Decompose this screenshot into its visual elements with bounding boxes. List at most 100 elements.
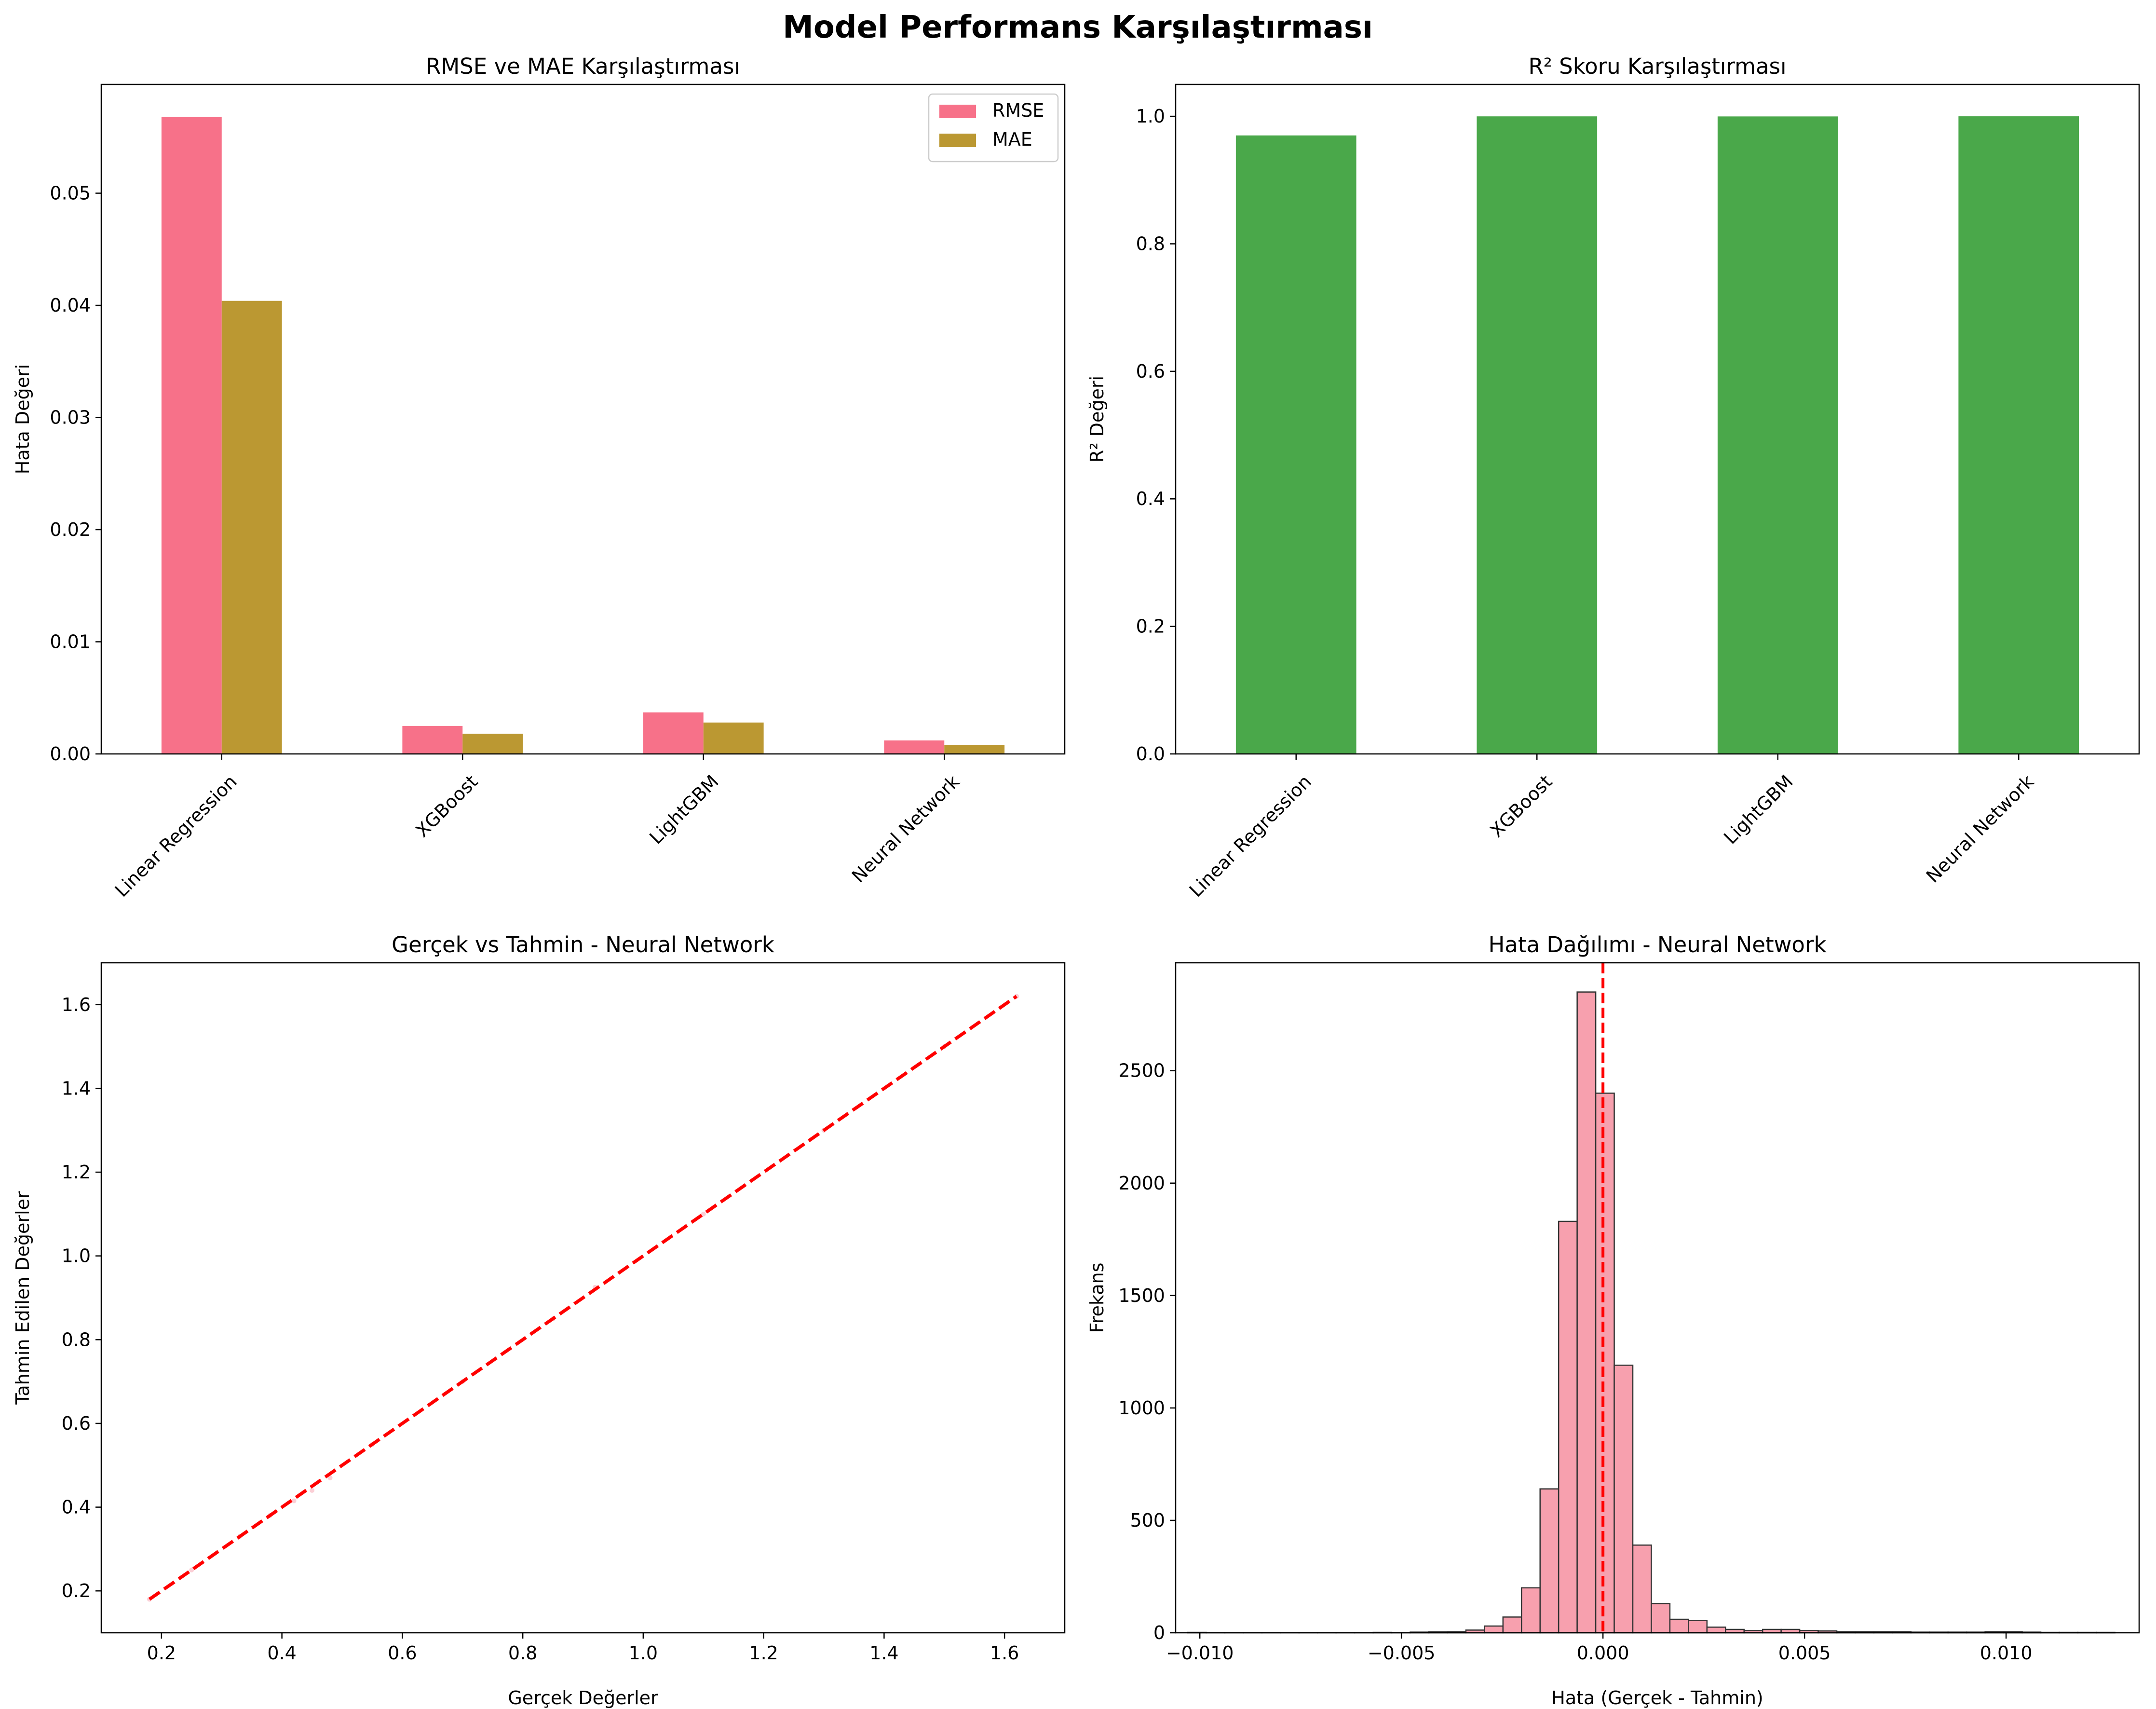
x-tick-label: Linear Regression bbox=[1185, 771, 1315, 901]
y-tick-label: 0.0 bbox=[1136, 743, 1165, 765]
y-tick-label: 1000 bbox=[1118, 1397, 1165, 1419]
x-tick-label: −0.010 bbox=[1166, 1642, 1234, 1664]
x-tick-label: 0.6 bbox=[388, 1642, 417, 1664]
subplot-title: R² Skoru Karşılaştırması bbox=[1529, 54, 1787, 79]
y-tick-label: 0.4 bbox=[62, 1497, 91, 1518]
bar-rmse-0 bbox=[161, 117, 222, 754]
bar-r2-2 bbox=[1717, 116, 1838, 754]
y-tick-label: 1.6 bbox=[62, 994, 91, 1015]
figure-suptitle: Model Performans Karşılaştırması bbox=[783, 10, 1373, 45]
x-tick-label: 0.010 bbox=[1980, 1642, 2033, 1664]
y-tick-label: 0 bbox=[1153, 1622, 1165, 1643]
y-tick-label: 0.01 bbox=[50, 631, 91, 653]
x-tick-label: 1.0 bbox=[629, 1642, 658, 1664]
y-axis-label: Frekans bbox=[1086, 1263, 1108, 1333]
y-tick-label: 0.2 bbox=[1136, 616, 1165, 637]
legend-label: MAE bbox=[992, 129, 1032, 150]
hist-bin bbox=[1576, 991, 1597, 1634]
y-tick-label: 0.8 bbox=[1136, 233, 1165, 254]
x-tick-label: 1.4 bbox=[869, 1642, 898, 1664]
axes-frame bbox=[100, 962, 1066, 1634]
subplot-p1: RMSE ve MAE Karşılaştırması Hata Değeri 0.… bbox=[12, 54, 1066, 901]
axes-frame bbox=[100, 83, 1066, 755]
y-tick-label: 0.02 bbox=[50, 519, 91, 540]
scatter-point bbox=[701, 1211, 706, 1217]
scatter-point bbox=[291, 1498, 297, 1504]
x-tick-label: 0.8 bbox=[508, 1642, 537, 1664]
y-tick-label: 1.0 bbox=[1136, 106, 1165, 127]
x-tick-label: 1.2 bbox=[749, 1642, 778, 1664]
subplot-p4: Hata Dağılımı - Neural Network Frekans Hat… bbox=[1086, 932, 2140, 1709]
legend-swatch bbox=[939, 134, 976, 147]
y-tick-label: 1500 bbox=[1118, 1285, 1165, 1306]
hist-bin bbox=[1484, 1625, 1504, 1634]
x-axis-label: Hata (Gerçek - Tahmin) bbox=[1551, 1687, 1763, 1709]
y-axis-label: R² Değeri bbox=[1086, 376, 1108, 463]
x-tick-label: 0.2 bbox=[147, 1642, 176, 1664]
hist-bin bbox=[1502, 1616, 1522, 1634]
hist-bin bbox=[1521, 1587, 1541, 1634]
bar-rmse-1 bbox=[402, 725, 463, 754]
x-tick-label: XGBoost bbox=[1486, 771, 1556, 841]
y-tick-label: 0.2 bbox=[62, 1580, 91, 1601]
bar-rmse-2 bbox=[643, 712, 704, 754]
hist-bin bbox=[1595, 1093, 1615, 1634]
y-tick-label: 0.6 bbox=[62, 1413, 91, 1434]
y-tick-label: 0.00 bbox=[50, 743, 91, 765]
x-tick-label: Neural Network bbox=[848, 771, 963, 887]
x-tick-label: XGBoost bbox=[411, 771, 482, 841]
y-axis-label: Hata Değeri bbox=[12, 364, 33, 474]
y-axis-label: Tahmin Edilen Değerler bbox=[12, 1191, 33, 1405]
bar-mae-2 bbox=[703, 722, 764, 754]
x-tick-label: 0.4 bbox=[267, 1642, 296, 1664]
hist-bin bbox=[1651, 1603, 1671, 1634]
x-tick-label: 1.6 bbox=[990, 1642, 1019, 1664]
subplot-p3: Gerçek vs Tahmin - Neural Network Tahmin … bbox=[12, 932, 1066, 1709]
y-tick-label: 0.04 bbox=[50, 295, 91, 316]
subplot-title: Gerçek vs Tahmin - Neural Network bbox=[392, 932, 774, 957]
legend-label: RMSE bbox=[992, 100, 1044, 121]
y-tick-label: 0.6 bbox=[1136, 361, 1165, 382]
subplot-title: RMSE ve MAE Karşılaştırması bbox=[426, 54, 740, 79]
legend-swatch bbox=[939, 105, 976, 118]
hist-bin bbox=[1558, 1220, 1578, 1634]
x-tick-label: 0.000 bbox=[1577, 1642, 1629, 1664]
y-tick-label: 1.0 bbox=[62, 1245, 91, 1267]
y-tick-label: 0.03 bbox=[50, 407, 91, 428]
hist-bin bbox=[1669, 1618, 1689, 1634]
y-tick-label: 2000 bbox=[1118, 1173, 1165, 1194]
bar-mae-0 bbox=[221, 301, 282, 754]
hist-bin bbox=[1539, 1488, 1559, 1634]
hist-bin bbox=[1706, 1627, 1726, 1634]
subplot-p2: R² Skoru Karşılaştırması R² Değeri 0.0 0.2 0… bbox=[1086, 54, 2140, 901]
subplot-title: Hata Dağılımı - Neural Network bbox=[1488, 932, 1826, 957]
x-tick-label: Neural Network bbox=[1922, 771, 2038, 887]
x-axis-label: Gerçek Değerler bbox=[508, 1687, 658, 1709]
scatter-point bbox=[310, 1488, 315, 1493]
bar-mae-1 bbox=[462, 734, 523, 754]
hist-bin bbox=[1688, 1620, 1708, 1634]
hist-bin bbox=[1632, 1544, 1652, 1634]
y-tick-label: 1.4 bbox=[62, 1078, 91, 1099]
x-tick-label: 0.005 bbox=[1778, 1642, 1831, 1664]
scatter-point bbox=[189, 1567, 194, 1572]
bar-rmse-3 bbox=[884, 740, 945, 754]
hist-bin bbox=[1614, 1365, 1634, 1634]
y-tick-label: 1.2 bbox=[62, 1162, 91, 1183]
y-tick-label: 0.8 bbox=[62, 1329, 91, 1350]
legend: RMSE MAE bbox=[928, 93, 1059, 163]
bar-mae-3 bbox=[944, 745, 1005, 754]
axes-frame bbox=[1175, 962, 2140, 1634]
scatter-point bbox=[327, 1475, 333, 1480]
axes-frame bbox=[1175, 83, 2140, 755]
reference-line bbox=[148, 995, 1018, 1601]
x-tick-label: LightGBM bbox=[1720, 771, 1797, 848]
bar-r2-1 bbox=[1477, 116, 1598, 754]
y-tick-label: 500 bbox=[1130, 1510, 1165, 1531]
y-tick-label: 0.4 bbox=[1136, 488, 1165, 509]
bar-r2-3 bbox=[1958, 116, 2079, 754]
x-tick-label: Linear Regression bbox=[111, 771, 241, 901]
bar-r2-0 bbox=[1235, 135, 1356, 754]
y-tick-label: 2500 bbox=[1118, 1060, 1165, 1081]
